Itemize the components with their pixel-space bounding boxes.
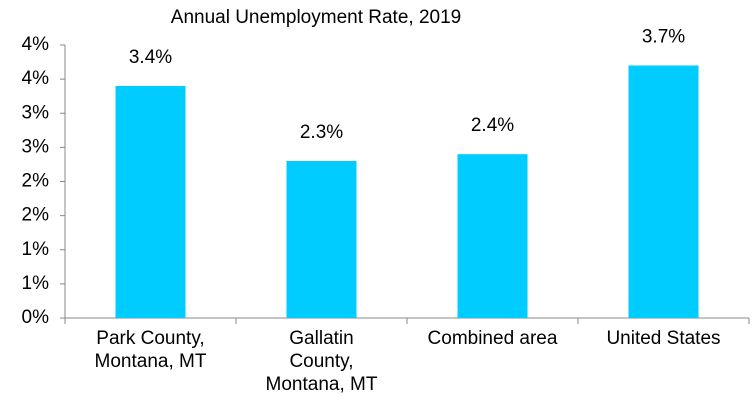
bar [457,154,528,318]
data-label: 3.7% [642,26,685,47]
bar [628,65,699,318]
y-tick-label: 2% [22,171,50,192]
y-tick-label: 2% [22,205,50,226]
y-tick-label: 1% [22,273,50,294]
y-tick-label: 0% [22,307,50,328]
bar [115,85,186,318]
data-label: 3.4% [129,47,172,68]
chart-title: Annual Unemployment Rate, 2019 [171,7,461,28]
x-tick-label: United States [606,328,721,349]
x-tick-label: Gallatin County, Montana, MT [265,328,378,395]
x-tick-label: Park County, Montana, MT [94,328,207,372]
x-tick-label: Combined area [427,328,558,349]
y-tick-label: 3% [22,102,50,123]
data-label: 2.4% [471,115,514,136]
bar [286,161,357,318]
y-tick-label: 4% [22,68,50,89]
y-tick-label: 1% [22,239,50,260]
data-label: 2.3% [300,122,343,143]
y-tick-label: 4% [22,34,50,55]
y-tick-label: 3% [22,136,50,157]
